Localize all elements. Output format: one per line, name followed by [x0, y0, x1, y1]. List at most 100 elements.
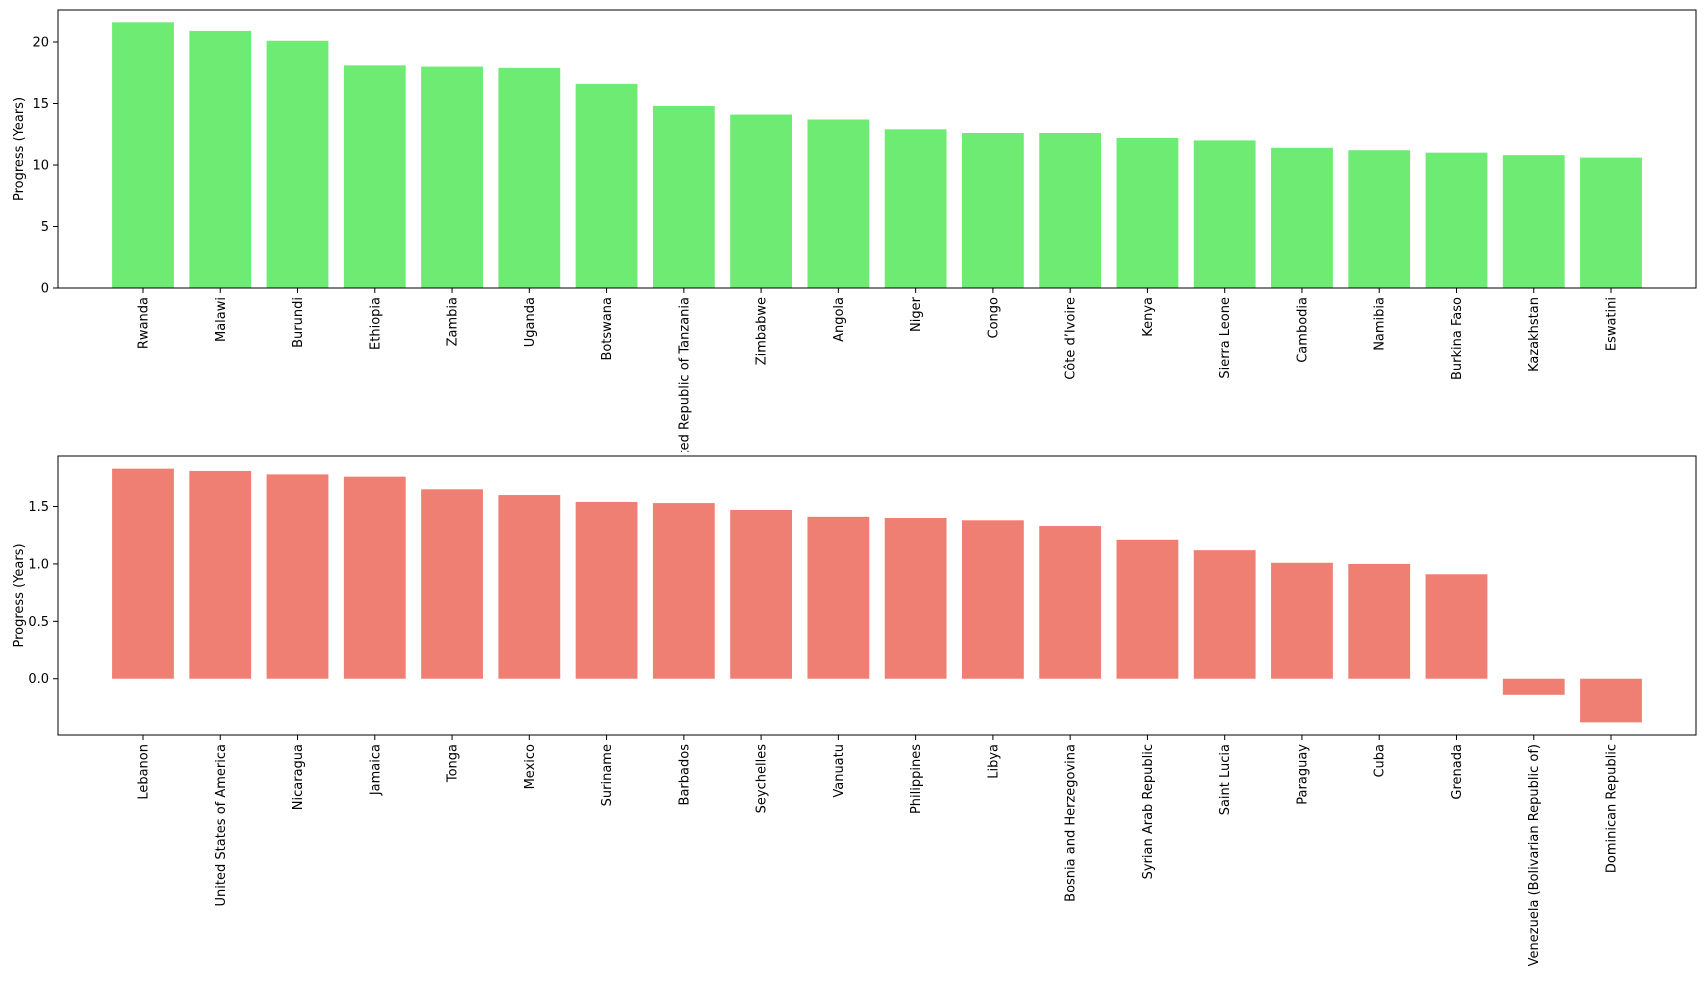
- bar-venezuela-bolivarian-republic-of: [1502, 678, 1565, 695]
- bar-philippines: [884, 518, 947, 679]
- x-tick-label: Côte d’Ivoire: [1064, 297, 1079, 380]
- y-axis-label: Progress (Years): [12, 543, 27, 647]
- bar-suriname: [575, 501, 638, 679]
- bar-paraguay: [1271, 562, 1333, 679]
- x-tick-label: Jamaica: [368, 744, 383, 796]
- y-tick-label: 1.5: [28, 500, 49, 515]
- x-tick-label: Saint Lucia: [1218, 744, 1233, 815]
- y-tick-label: 15: [32, 97, 49, 112]
- x-tick-label: Dominican Republic: [1605, 744, 1620, 873]
- x-tick-label: Kenya: [1141, 297, 1156, 337]
- x-tick-label: Barbados: [677, 744, 692, 806]
- bar-sierra-leone: [1193, 140, 1256, 288]
- bar-lebanon: [112, 468, 174, 679]
- bar-cuba: [1348, 563, 1411, 679]
- y-axis-label: Progress (Years): [12, 97, 27, 201]
- bar-kenya: [1116, 137, 1179, 288]
- x-tick-label: Burundi: [291, 297, 306, 348]
- y-axis: 0 5 10 15 20: [32, 35, 58, 297]
- bar-rwanda: [112, 22, 174, 289]
- x-tick-label: Philippines: [909, 744, 924, 814]
- y-tick-label: 0.5: [28, 615, 49, 630]
- y-tick-label: 1.0: [28, 557, 49, 572]
- y-tick-label: 0: [41, 282, 49, 297]
- bar-namibia: [1348, 150, 1411, 288]
- bars: [112, 22, 1642, 289]
- x-tick-label: United Republic of Tanzania: [677, 297, 692, 477]
- x-tick-label: Botswana: [600, 297, 615, 361]
- x-tick-label: Burkina Faso: [1450, 297, 1465, 380]
- bar-libya: [961, 520, 1024, 679]
- bar-congo: [961, 133, 1024, 288]
- x-tick-label: Nicaragua: [291, 744, 306, 810]
- bar-united-states-of-america: [189, 470, 252, 679]
- x-axis: Lebanon United States of America Nicaragua…: [136, 735, 1620, 966]
- x-tick-label: Venezuela (Bolivarian Republic of): [1527, 744, 1542, 966]
- bar-botswana: [575, 83, 638, 288]
- chart-panel-1: 0 5 10 15 20 Progress (Years) Rwanda Malawi Buru…: [12, 9, 1697, 477]
- x-tick-label: Zimbabwe: [755, 297, 770, 365]
- bar-grenada: [1425, 574, 1488, 679]
- bar-jamaica: [343, 476, 406, 679]
- x-tick-label: Sierra Leone: [1218, 297, 1233, 379]
- x-tick-label: Libya: [986, 744, 1001, 779]
- x-tick-label: Mexico: [523, 744, 538, 789]
- y-tick-label: 0.0: [28, 672, 49, 687]
- bar-angola: [807, 119, 870, 288]
- bar-burkina-faso: [1425, 152, 1488, 288]
- bar-cambodia: [1271, 147, 1333, 288]
- x-tick-label: Zambia: [446, 297, 461, 346]
- y-tick-label: 5: [41, 220, 49, 235]
- bar-vanuatu: [807, 516, 870, 679]
- bar-seychelles: [730, 509, 793, 679]
- bar-eswatini: [1580, 157, 1642, 288]
- x-tick-label: Namibia: [1373, 297, 1388, 351]
- bar-syrian-arab-republic: [1116, 539, 1179, 679]
- x-tick-label: Seychelles: [755, 744, 770, 814]
- bar-saint-lucia: [1193, 550, 1256, 679]
- y-axis: 0.0 0.5 1.0 1.5: [28, 500, 58, 687]
- bar-c-te-d-ivoire: [1039, 133, 1102, 288]
- bar-malawi: [189, 30, 252, 288]
- x-tick-label: Kazakhstan: [1527, 297, 1542, 372]
- chart-panel-2: 0.0 0.5 1.0 1.5 Progress (Years) Lebanon Unite…: [12, 455, 1697, 966]
- x-tick-label: Suriname: [600, 744, 615, 806]
- bar-mexico: [498, 495, 561, 679]
- x-tick-label: Tonga: [446, 744, 461, 783]
- x-tick-label: Rwanda: [136, 297, 151, 349]
- x-tick-label: United States of America: [214, 744, 229, 906]
- bar-niger: [884, 129, 947, 288]
- bar-uganda: [498, 67, 561, 288]
- x-tick-label: Paraguay: [1295, 744, 1310, 805]
- bar-tonga: [421, 489, 483, 679]
- y-tick-label: 20: [32, 35, 49, 50]
- bar-bosnia-and-herzegovina: [1039, 526, 1102, 679]
- bar-ethiopia: [343, 65, 406, 288]
- bar-nicaragua: [266, 474, 329, 679]
- bar-zambia: [421, 66, 483, 288]
- x-tick-label: Cambodia: [1295, 297, 1310, 363]
- x-tick-label: Cuba: [1373, 744, 1388, 778]
- bar-burundi: [266, 40, 329, 288]
- x-tick-label: Grenada: [1450, 744, 1465, 800]
- bar-barbados: [652, 503, 715, 679]
- bar-kazakhstan: [1502, 155, 1565, 288]
- y-tick-label: 10: [32, 158, 49, 173]
- bar-zimbabwe: [730, 114, 793, 288]
- x-tick-label: Angola: [832, 297, 847, 342]
- x-tick-label: Eswatini: [1605, 297, 1620, 351]
- x-tick-label: Niger: [909, 296, 924, 332]
- bars: [112, 468, 1642, 723]
- x-tick-label: Ethiopia: [368, 297, 383, 350]
- x-tick-label: Congo: [986, 297, 1001, 339]
- axes-frame: [57, 9, 1697, 289]
- x-tick-label: Bosnia and Herzegovina: [1064, 744, 1079, 902]
- x-tick-label: Uganda: [523, 297, 538, 347]
- bar-dominican-republic: [1580, 678, 1642, 723]
- x-axis: Rwanda Malawi Burundi Ethiopia Zambia Uganda B…: [136, 288, 1620, 477]
- x-tick-label: Syrian Arab Republic: [1141, 744, 1156, 879]
- axes-frame: [57, 455, 1697, 736]
- bar-united-republic-of-tanzania: [652, 105, 715, 288]
